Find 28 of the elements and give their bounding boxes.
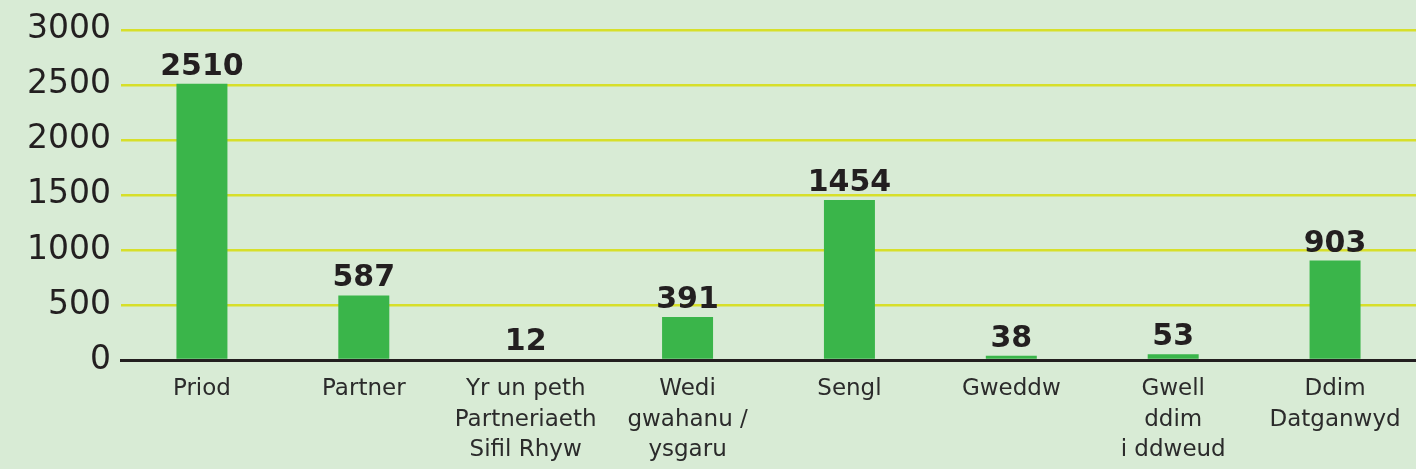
data-label: 1454 — [807, 162, 892, 198]
y-tick-label: 1500 — [27, 172, 111, 212]
y-tick-label: 2500 — [27, 62, 111, 102]
bar — [823, 199, 875, 359]
y-tick-label: 1000 — [27, 227, 111, 267]
y-tick-label: 0 — [90, 337, 111, 377]
data-label: 38 — [990, 318, 1033, 354]
bar — [1309, 260, 1361, 359]
x-tick-label: Yr un peth Partneriaeth Sifil Rhyw — [454, 374, 597, 462]
x-tick-label: Ddim Datganwyd — [1269, 374, 1401, 431]
x-tick-label: Priod — [172, 374, 231, 401]
bar — [985, 355, 1037, 359]
bar — [176, 83, 228, 359]
x-tick-label: Sengl — [817, 374, 882, 401]
y-tick-label: 500 — [48, 282, 111, 322]
bar — [662, 316, 714, 359]
x-tick-label: Partner — [322, 374, 407, 401]
x-tick-label: Wedi gwahanu / ysgaru — [627, 374, 749, 462]
x-tick-label: Gwell ddim i ddweud — [1120, 374, 1226, 462]
bar — [1147, 354, 1199, 359]
data-label: 53 — [1152, 317, 1195, 353]
data-label: 2510 — [160, 46, 244, 82]
bar — [338, 295, 390, 359]
x-tick-label: Gweddw — [961, 374, 1061, 401]
y-tick-label: 2000 — [27, 117, 111, 157]
data-label: 587 — [332, 258, 396, 294]
y-tick-label: 3000 — [27, 7, 111, 47]
data-label: 12 — [504, 321, 547, 357]
